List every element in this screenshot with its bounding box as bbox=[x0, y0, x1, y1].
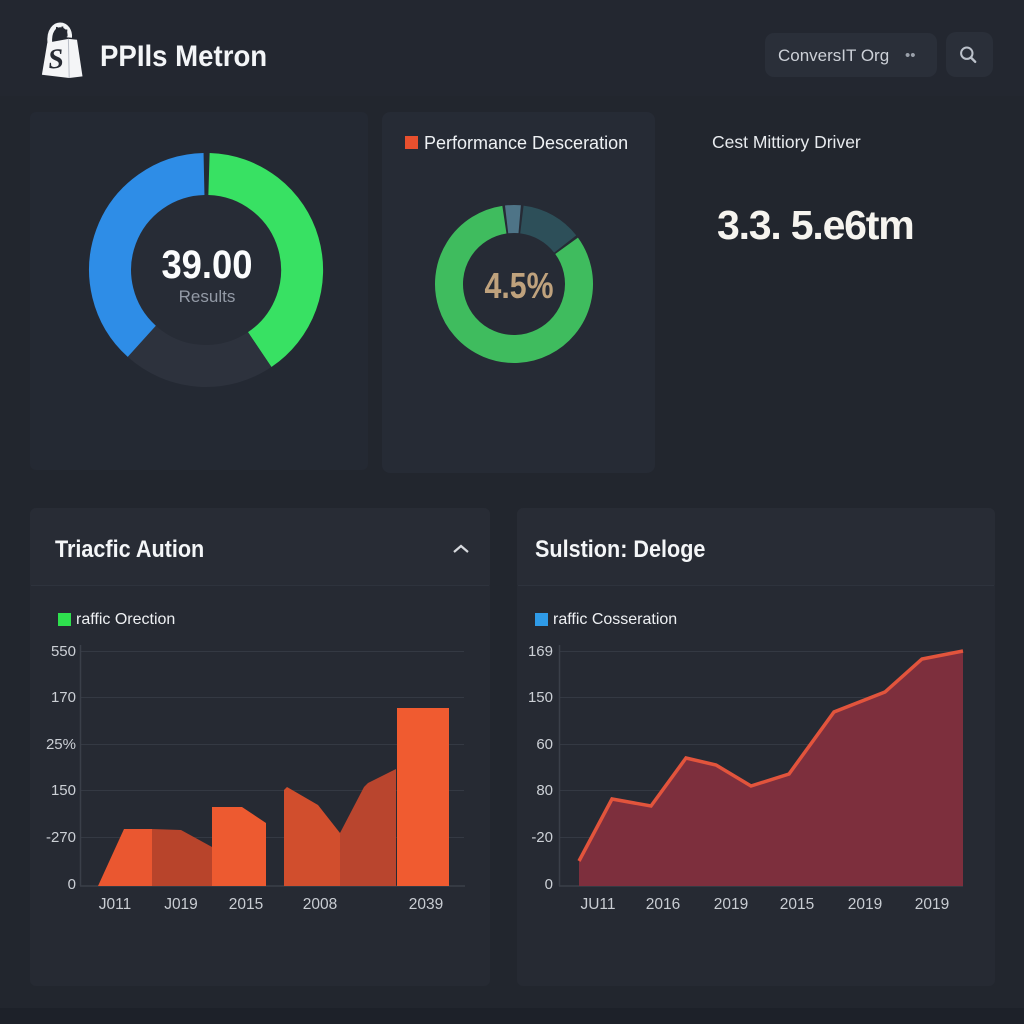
svg-text:S: S bbox=[47, 43, 65, 75]
